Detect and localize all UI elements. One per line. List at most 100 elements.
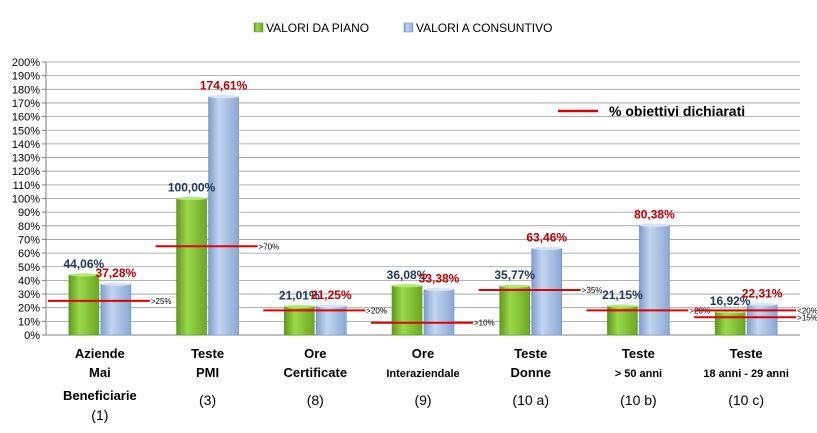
legend-swatch-piano bbox=[253, 22, 264, 33]
value-label-consuntivo: 63,46% bbox=[526, 230, 567, 244]
bar-cap bbox=[316, 304, 347, 308]
bar-cap bbox=[499, 284, 530, 288]
value-label-piano: 44,06% bbox=[64, 257, 105, 271]
category-code: (3) bbox=[199, 392, 216, 408]
y-tick-label: 90% bbox=[18, 207, 40, 219]
y-tick-label: 120% bbox=[12, 166, 40, 178]
bar-consuntivo bbox=[639, 224, 670, 336]
target-label: >20% bbox=[366, 306, 387, 315]
y-tick-label: 70% bbox=[18, 234, 40, 246]
bar-cap bbox=[424, 287, 454, 292]
y-tick-label: 200% bbox=[12, 57, 40, 69]
legend-label-piano: VALORI DA PIANO bbox=[266, 21, 369, 35]
target-label: <20% bbox=[797, 306, 817, 315]
value-label-consuntivo: 33,38% bbox=[419, 271, 460, 285]
value-label-consuntivo: 21,25% bbox=[311, 288, 352, 302]
bar-cap bbox=[100, 282, 131, 286]
category-label-line3: Beneficiarie bbox=[63, 388, 137, 403]
category-label-line2: Mai bbox=[89, 365, 111, 380]
bar-consuntivo bbox=[746, 304, 778, 336]
bar-piano bbox=[499, 285, 531, 336]
targets: >25%>70%>20%>10%>35%>20%<20%>15% bbox=[47, 242, 817, 328]
category-label-line1: Ore bbox=[304, 346, 326, 361]
category-label-line1: Teste bbox=[622, 346, 655, 361]
category-label-line2: Interaziendale bbox=[386, 368, 459, 380]
value-label-piano: 21,01% bbox=[279, 288, 320, 302]
bar-piano bbox=[176, 198, 207, 336]
bar-consuntivo bbox=[423, 289, 455, 336]
data-labels: 44,06%37,28% 100,00% 174,61% 21,01%21,25% 36… bbox=[64, 79, 783, 308]
target-label: >70% bbox=[259, 242, 280, 251]
value-label-consuntivo: 37,28% bbox=[96, 266, 137, 280]
y-tick-label: 180% bbox=[12, 84, 40, 96]
y-tick-label: 150% bbox=[12, 125, 40, 137]
category-code: (10 b) bbox=[620, 392, 657, 408]
y-tick-label: 100% bbox=[12, 194, 40, 206]
category-label-line2: Donne bbox=[510, 365, 550, 380]
y-tick-label: 190% bbox=[12, 71, 40, 83]
category-code: (8) bbox=[307, 392, 324, 408]
y-tick-label: 0% bbox=[24, 330, 40, 342]
value-label-consuntivo: 22,31% bbox=[742, 287, 783, 301]
bar-cap bbox=[531, 246, 562, 250]
category-label-line2: > 50 anni bbox=[615, 368, 662, 380]
category-label-line1: Teste bbox=[730, 346, 763, 361]
target-legend-label: % obiettivi dichiarati bbox=[609, 103, 745, 119]
bar-cap bbox=[392, 284, 422, 288]
category-label-line2: 18 anni - 29 anni bbox=[703, 368, 789, 380]
x-axis-categories: Aziende Mai Beneficiarie (1) Teste PMI (3) Ore C… bbox=[63, 346, 789, 423]
bar-piano bbox=[68, 274, 100, 336]
value-label-consuntivo: 174,61% bbox=[200, 79, 248, 93]
y-tick-label: 130% bbox=[12, 153, 40, 165]
bar-consuntivo bbox=[531, 248, 563, 336]
y-tick-label: 20% bbox=[18, 303, 40, 315]
category-label-line1: Ore bbox=[412, 346, 434, 361]
y-tick-label: 110% bbox=[13, 180, 41, 192]
category-code: (10 c) bbox=[728, 392, 764, 408]
y-tick-label: 60% bbox=[18, 248, 40, 260]
y-tick-label: 10% bbox=[18, 316, 40, 328]
category-label-line2: PMI bbox=[196, 365, 219, 380]
bar-cap bbox=[208, 95, 239, 99]
y-axis-ticks: 0% 10%20% 30% 40%50% 60% 70%80% 90%100% 110% 120… bbox=[12, 57, 46, 342]
target-label: >15% bbox=[797, 313, 817, 322]
y-tick-label: 80% bbox=[18, 221, 40, 233]
bar-cap bbox=[176, 196, 207, 201]
grid bbox=[46, 61, 800, 322]
bar-consuntivo bbox=[208, 96, 239, 336]
category-label-line1: Teste bbox=[514, 346, 547, 361]
value-label-piano: 100,00% bbox=[168, 181, 216, 195]
target-label: >25% bbox=[151, 297, 172, 306]
y-tick-label: 170% bbox=[12, 98, 40, 110]
value-label-piano: 35,77% bbox=[494, 268, 535, 282]
legend: VALORI DA PIANO VALORI A CONSUNTIVO bbox=[253, 21, 552, 35]
category-label-line1: Aziende bbox=[75, 346, 125, 361]
legend-label-consuntivo: VALORI A CONSUNTIVO bbox=[416, 21, 552, 35]
value-label-piano: 36,08% bbox=[387, 268, 428, 282]
value-label-consuntivo: 80,38% bbox=[634, 207, 675, 221]
category-code: (9) bbox=[414, 392, 431, 408]
target-label: >10% bbox=[474, 319, 495, 328]
target-label: >35% bbox=[582, 286, 603, 295]
bar-cap bbox=[607, 304, 638, 308]
y-tick-label: 140% bbox=[12, 139, 40, 151]
target-legend: % obiettivi dichiarati bbox=[558, 103, 745, 119]
category-code: (1) bbox=[91, 407, 108, 423]
category-code: (10 a) bbox=[512, 392, 549, 408]
bar-cap bbox=[284, 304, 315, 308]
bar-piano bbox=[714, 311, 746, 336]
value-label-piano: 21,15% bbox=[602, 288, 643, 302]
bar-cap bbox=[639, 223, 670, 227]
bar-piano bbox=[391, 285, 423, 336]
legend-swatch-consuntivo bbox=[403, 22, 414, 33]
y-tick-label: 40% bbox=[18, 275, 40, 287]
value-label-piano: 16,92% bbox=[710, 294, 751, 308]
y-tick-label: 30% bbox=[18, 289, 40, 301]
y-tick-label: 50% bbox=[18, 262, 40, 274]
bar-consuntivo bbox=[100, 283, 132, 336]
bar-cap bbox=[747, 302, 778, 307]
y-tick-label: 160% bbox=[12, 112, 40, 124]
category-label-line2: Certificate bbox=[283, 365, 347, 380]
bar-cap bbox=[68, 273, 99, 277]
